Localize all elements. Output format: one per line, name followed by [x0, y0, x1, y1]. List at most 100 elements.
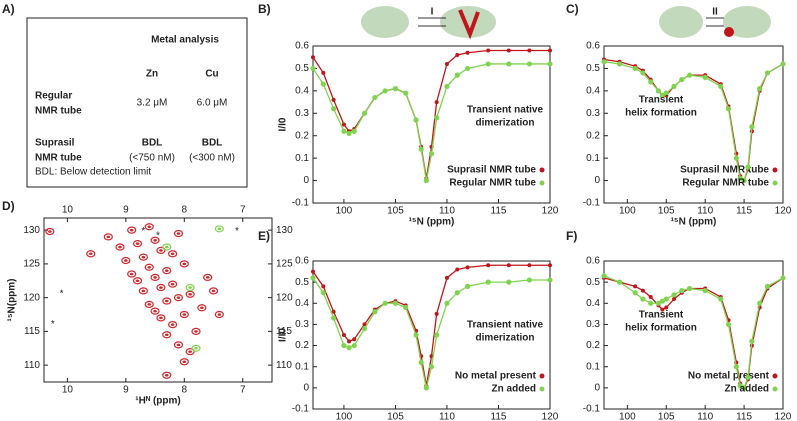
data-point: [718, 83, 724, 89]
data-point: [547, 61, 553, 67]
y-tick-label-right: 115: [276, 326, 292, 337]
peak: [150, 307, 160, 315]
legend-marker: [772, 167, 778, 173]
peak-core: [164, 333, 169, 337]
data-point: [341, 128, 347, 134]
y-tick-label: 0.3: [295, 319, 309, 330]
peak-core: [141, 289, 146, 293]
peak-core: [135, 242, 140, 245]
data-point: [659, 298, 665, 304]
x-tick-label: 110: [697, 206, 713, 217]
data-point: [616, 61, 623, 67]
legend-label: Suprasil NMR tube: [447, 165, 536, 176]
x-tick-label: 115: [491, 412, 507, 421]
y-tick-label: 0.1: [295, 153, 309, 164]
data-point: [372, 94, 378, 101]
y-tick-label: 0: [303, 382, 309, 393]
data-point: [737, 175, 743, 181]
data-point: [320, 290, 326, 296]
data-point: [434, 332, 440, 338]
x-axis-label: ¹⁵N (ppm): [409, 217, 455, 228]
data-point: [454, 72, 460, 78]
legend-marker: [539, 386, 545, 392]
peak-core: [88, 252, 93, 256]
x-tick-label: 110: [697, 412, 713, 421]
asterisk: *: [156, 230, 160, 241]
peak: [185, 290, 195, 298]
legend-label: Zn added: [725, 384, 769, 395]
peak-core: [170, 323, 175, 326]
data-point: [671, 83, 677, 89]
peak: [197, 304, 207, 312]
y-tick-label: 0.3: [586, 108, 600, 119]
y-tick-label-right: 120: [276, 292, 293, 303]
y-tick-label: 0.5: [586, 63, 600, 74]
peak: [132, 277, 143, 285]
peak: [138, 287, 148, 295]
asterisk: *: [51, 319, 55, 330]
x-tick-label: 115: [736, 206, 752, 217]
y-tick-label: 0.5: [295, 277, 309, 288]
data-point: [601, 59, 607, 65]
panel-label: A): [2, 2, 15, 16]
data-point: [346, 130, 352, 137]
peak: [168, 250, 178, 258]
peak-core: [200, 306, 204, 310]
data-point: [434, 311, 439, 316]
peak-core: [118, 245, 122, 249]
y-tick-label: 130: [23, 225, 40, 236]
data-point: [331, 106, 337, 112]
y-tick-label: 0.2: [295, 130, 309, 141]
peak: [214, 310, 224, 319]
x-tick-label: 100: [336, 206, 353, 217]
table-cell: 3.2 μM: [137, 98, 168, 109]
peak: [214, 225, 224, 233]
row-label: Suprasil: [35, 138, 75, 149]
y-tick-label: 0.6: [586, 41, 600, 52]
data-point: [547, 277, 553, 283]
data-point: [418, 359, 424, 366]
peak-core: [159, 316, 163, 320]
legend-label: No metal present: [455, 371, 537, 382]
data-point: [655, 300, 662, 306]
peak: [138, 253, 148, 261]
data-point: [664, 305, 669, 310]
data-point: [331, 309, 336, 314]
data-point: [311, 269, 315, 274]
peak-core: [147, 225, 152, 229]
peak: [45, 227, 55, 236]
data-point: [465, 50, 470, 55]
data-point: [741, 177, 747, 184]
data-point: [347, 339, 352, 344]
legend-marker: [772, 373, 778, 379]
y-tick-label: 0.4: [586, 298, 600, 309]
data-point: [725, 321, 732, 328]
annotation: dimerization: [476, 118, 535, 129]
data-point: [663, 296, 669, 302]
peak-core: [194, 330, 198, 333]
data-point: [506, 263, 511, 268]
data-point: [372, 309, 378, 315]
data-point: [361, 326, 368, 332]
y-axis-label: I/I0: [278, 117, 289, 131]
x-tick-label: 120: [542, 206, 559, 217]
data-point: [321, 70, 326, 75]
peak: [191, 344, 201, 352]
row-label: NMR tube: [35, 153, 82, 164]
peak: [162, 267, 172, 275]
x-tick-label: 110: [439, 206, 455, 217]
data-point: [351, 128, 357, 134]
y-tick-label: -0.1: [583, 404, 601, 415]
peak-core: [182, 313, 187, 316]
data-point: [764, 283, 771, 289]
peak: [173, 294, 184, 302]
x-tick-label-top: 7: [240, 205, 246, 216]
data-point: [733, 364, 739, 370]
peak-core: [188, 286, 192, 289]
legend-marker: [539, 373, 545, 379]
data-point: [679, 288, 685, 294]
table-cell: 6.0 μM: [197, 98, 228, 109]
data-point: [672, 297, 677, 302]
column-header: Cu: [205, 69, 218, 80]
table-cell: BDL: [202, 138, 223, 149]
